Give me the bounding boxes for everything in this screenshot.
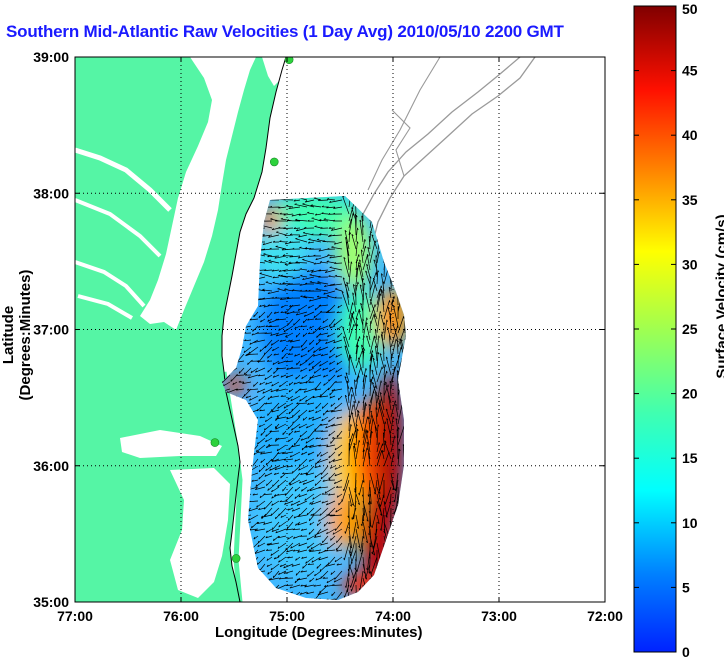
axis-ticks: 77:00 76:00 75:00 74:00 73:00 72:00 39:00 38:00…	[33, 49, 623, 624]
grid	[75, 57, 605, 602]
potomac-river	[75, 147, 172, 212]
colorbar-label: Surface Velocity (cm/s)	[713, 214, 724, 379]
x-tick-label: 76:00	[163, 608, 199, 624]
albemarle-sound	[120, 430, 222, 458]
colorbar-tick-label: 45	[682, 63, 698, 79]
colorbar-tick-label: 40	[682, 127, 698, 143]
x-tick-label: 73:00	[481, 608, 517, 624]
colorbar-tick-label: 20	[682, 386, 698, 402]
y-tick-label: 37:00	[33, 322, 69, 338]
colorbar-tick-label: 5	[682, 579, 690, 595]
rappahannock-river	[75, 198, 162, 258]
radar-stations	[210, 57, 294, 563]
colorbar-ticks: 0 5 10 15 20 25 30 35 40 45 50	[634, 1, 698, 659]
x-tick-label: 72:00	[587, 608, 623, 624]
colorbar-tick-label: 10	[682, 515, 698, 531]
colorbar-tick-label: 15	[682, 450, 698, 466]
coastline-outline	[221, 57, 287, 602]
y-tick-label: 39:00	[33, 49, 69, 65]
pamlico-sound	[170, 468, 230, 598]
colorbar	[633, 5, 677, 653]
x-axis-label: Longitude (Degrees:Minutes)	[215, 624, 423, 641]
colorbar-tick-label: 25	[682, 321, 698, 337]
colorbar-tick-label: 0	[682, 644, 690, 659]
colorbar-tick-label: 50	[682, 1, 698, 17]
y-axis-label: Latitude (Degrees:Minutes)	[0, 269, 34, 401]
station-marker	[210, 438, 220, 447]
chart-title: Southern Mid-Atlantic Raw Velocities (1 …	[6, 22, 564, 41]
velocity-field	[222, 196, 406, 600]
colorbar-tick-label: 35	[682, 192, 698, 208]
isobath-outer	[371, 57, 536, 272]
map-plot-area	[75, 57, 605, 602]
station-marker	[231, 554, 241, 563]
x-tick-label: 74:00	[375, 608, 411, 624]
x-tick-label: 75:00	[269, 608, 305, 624]
x-tick-label: 77:00	[57, 608, 93, 624]
station-marker	[269, 157, 279, 167]
y-tick-label: 36:00	[33, 458, 69, 474]
isobath-shelf	[367, 57, 441, 191]
colorbar-tick-label: 30	[682, 256, 698, 272]
delaware-bay	[262, 57, 296, 86]
y-tick-label: 35:00	[33, 594, 69, 610]
chesapeake-bay	[140, 57, 256, 330]
york-james-rivers	[75, 260, 146, 320]
y-tick-label: 38:00	[33, 185, 69, 201]
